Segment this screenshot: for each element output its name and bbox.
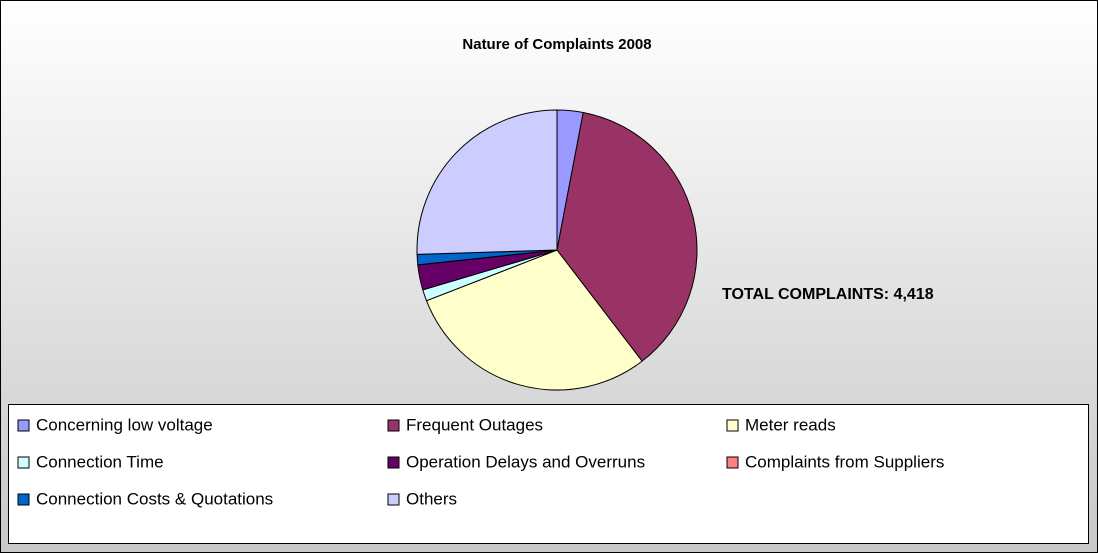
pie-slice	[416, 109, 558, 255]
legend-swatch	[387, 456, 400, 469]
legend-swatch	[17, 419, 30, 432]
legend-swatch	[17, 493, 30, 506]
legend-label: Operation Delays and Overruns	[406, 452, 645, 471]
legend-swatch	[387, 419, 400, 432]
legend-label: Complaints from Suppliers	[745, 452, 944, 471]
legend-swatch	[17, 456, 30, 469]
legend-label: Frequent Outages	[406, 415, 543, 434]
legend	[8, 404, 1089, 544]
annotation: TOTAL COMPLAINTS: 4,418	[722, 286, 934, 303]
legend-label: Connection Time	[36, 452, 164, 471]
legend-label: Connection Costs & Quotations	[36, 489, 273, 508]
legend-label: Meter reads	[745, 415, 836, 434]
legend-swatch	[726, 419, 739, 432]
legend-label: Others	[406, 489, 457, 508]
legend-swatch	[726, 456, 739, 469]
pie-slice	[556, 111, 698, 362]
legend-swatch	[387, 493, 400, 506]
legend-label: Concerning low voltage	[36, 415, 213, 434]
pie-slice	[425, 249, 643, 391]
chart-title: Nature of Complaints 2008	[462, 36, 651, 53]
